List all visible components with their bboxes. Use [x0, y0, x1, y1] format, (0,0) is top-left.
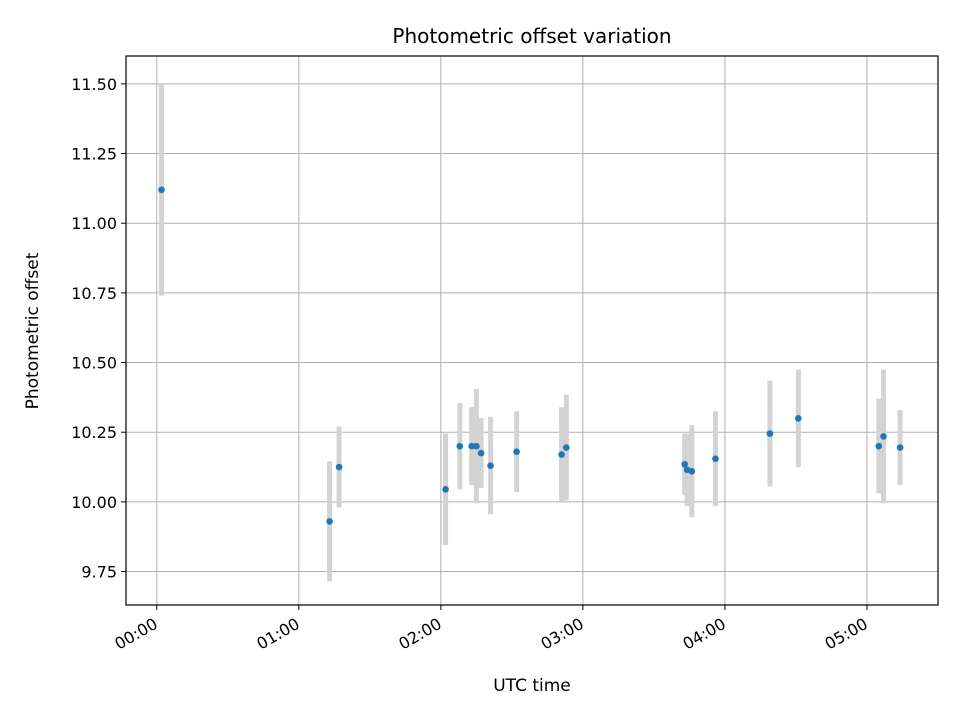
data-point [477, 449, 485, 457]
data-point [473, 442, 480, 450]
data-point [335, 463, 343, 471]
data-points [158, 186, 904, 525]
data-point [513, 448, 520, 456]
data-point [468, 442, 475, 450]
y-tick-label: 10.25 [71, 423, 117, 442]
data-point [158, 186, 165, 194]
data-point [688, 467, 696, 475]
data-point [681, 460, 688, 468]
data-point [875, 442, 883, 450]
data-point [487, 462, 494, 469]
data-point [456, 442, 464, 450]
y-tick-label: 10.00 [71, 493, 117, 512]
grid-lines [126, 56, 938, 605]
y-tick-label: 11.00 [71, 214, 117, 233]
data-point [563, 444, 570, 451]
x-axis-label: UTC time [493, 676, 571, 696]
y-tick-label: 10.75 [71, 284, 117, 303]
y-tick-label: 11.25 [71, 145, 117, 164]
plot-area-frame [125, 55, 939, 606]
data-point [712, 455, 719, 462]
data-point [880, 433, 887, 440]
data-point [558, 451, 565, 458]
data-point [896, 444, 904, 451]
y-tick-label: 10.50 [71, 354, 117, 373]
data-point [795, 414, 802, 422]
y-tick-label: 11.50 [71, 75, 117, 94]
y-axis-label: Photometric offset [23, 252, 43, 409]
y-tick-label: 9.75 [81, 563, 117, 582]
data-point [766, 430, 774, 437]
chart-title: Photometric offset variation [392, 24, 671, 48]
data-point [326, 518, 333, 525]
data-point [442, 486, 449, 493]
